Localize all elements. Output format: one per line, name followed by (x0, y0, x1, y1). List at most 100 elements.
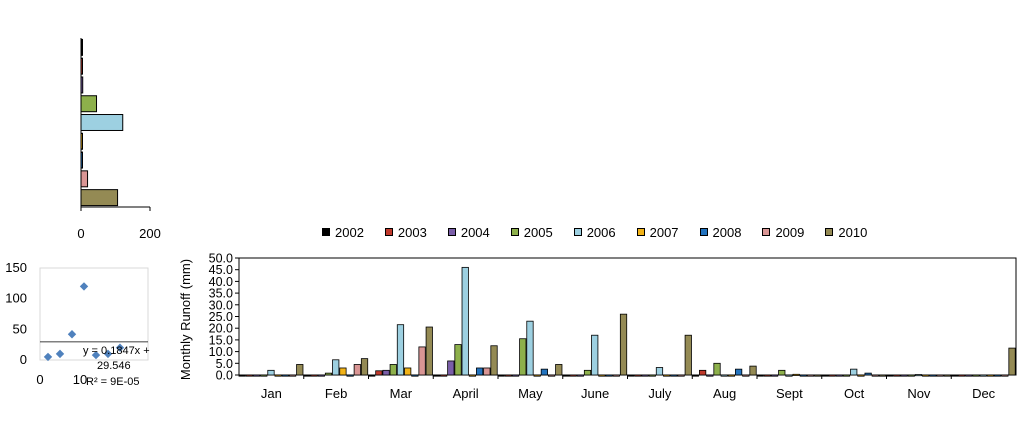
legend-label: 2004 (460, 224, 490, 240)
bar-2009-Dec (1001, 374, 1009, 377)
month-label-May: May (518, 386, 543, 401)
legend-label: 2010 (838, 224, 868, 240)
month-label-Jan: Jan (261, 386, 282, 401)
legend-item-2010: 2010 (825, 225, 867, 240)
bar-2002-Aug (691, 374, 700, 377)
scatter-y-tick-label: 0 (20, 352, 27, 367)
scatter-point (103, 349, 113, 359)
scatter-point (55, 349, 65, 359)
bar-2004-Feb (317, 374, 325, 377)
legend-label: 2009 (775, 224, 805, 240)
bar-2004-April (447, 360, 455, 376)
scatter-x-tick-label: 10 (73, 372, 87, 387)
legend-swatch (322, 228, 330, 236)
bar-2002-Nov (886, 374, 894, 377)
legend-item-2008: 2008 (699, 225, 741, 240)
scatter-y-tick-label: 100 (5, 291, 27, 306)
bar-2007-Oct (857, 374, 865, 377)
bar-2002-Sept (756, 374, 764, 377)
hbar-2009 (80, 170, 89, 188)
bar-2008-May (540, 368, 548, 376)
bar-2008-Sept (799, 374, 807, 377)
bar-2003-Jan (245, 374, 253, 377)
trendline-equation-line1: y = 0.1847x + (83, 345, 150, 357)
bar-2004-Mar (382, 369, 390, 376)
bar-2008-April (476, 367, 484, 376)
hbar-2010 (80, 189, 119, 207)
bar-2005-Aug (713, 362, 721, 376)
bar-2003-July (634, 374, 642, 377)
bar-2004-Sept (770, 374, 779, 377)
bar-2010-April (490, 345, 498, 376)
bar-2005-Jan (260, 374, 268, 377)
month-label-June: June (581, 386, 609, 401)
main-y-tick-label: 15.0 (209, 333, 233, 347)
bar-2010-July (684, 334, 692, 376)
bar-2004-Oct (835, 374, 843, 377)
bar-2010-Aug (749, 365, 757, 376)
bar-2005-Feb (324, 372, 333, 376)
legend-label: 2002 (335, 224, 364, 240)
bar-2008-June (605, 374, 613, 377)
bar-2002-Oct (821, 374, 829, 377)
hbar-2003 (80, 57, 83, 75)
hbar-2002 (80, 38, 83, 56)
bar-2004-July (641, 374, 649, 377)
main-y-tick-label: 50.0 (209, 252, 233, 266)
hbar-2008 (80, 151, 83, 169)
bar-2003-Feb (310, 374, 318, 377)
bar-2003-June (569, 374, 577, 377)
bar-2007-July (663, 374, 671, 377)
chart-legend: 2002 2003 2004 2005 2006 2007 2008 2009 2010 (322, 222, 972, 242)
bar-2006-April (461, 266, 469, 376)
bar-2007-Feb (339, 367, 347, 376)
bar-2006-Jan (267, 369, 275, 376)
hbar-2004 (80, 76, 84, 94)
main-y-axis-label: Monthly Runoff (mm) (178, 259, 193, 380)
scatter-point (115, 343, 125, 352)
legend-label: 2007 (649, 224, 679, 240)
bar-2010-Mar (425, 326, 433, 376)
bar-2008-July (670, 374, 678, 377)
bar-2006-Oct (850, 368, 858, 376)
bar-2002-Mar (368, 374, 376, 377)
main-y-tick-label: 25.0 (209, 310, 233, 324)
scatter-point (43, 352, 53, 362)
bar-2009-Oct (871, 374, 879, 377)
bar-2002-May (497, 374, 505, 377)
bar-2002-July (627, 374, 635, 377)
bar-2003-May (504, 374, 512, 377)
legend-label: 2006 (586, 224, 616, 240)
bar-2004-Dec (965, 374, 973, 377)
trendline-r-squared: R² = 9E-05 (86, 376, 140, 388)
bar-2002-Feb (303, 374, 311, 377)
month-label-April: April (453, 386, 479, 401)
bar-2009-June (612, 374, 620, 377)
legend-swatch (762, 228, 771, 236)
trendline-equation-line2: 29.546 (97, 360, 131, 372)
bar-2010-Oct (878, 374, 887, 377)
legend-swatch (510, 228, 519, 236)
legend-item-2007: 2007 (636, 224, 679, 240)
bar-2002-Jan (238, 374, 246, 377)
main-plot-area (238, 257, 1017, 376)
bar-2009-May (547, 374, 556, 377)
bar-2003-Oct (828, 374, 836, 377)
bar-2009-April (483, 367, 491, 376)
bar-2010-Nov (943, 374, 951, 377)
bar-2006-May (526, 320, 534, 376)
bar-2005-May (519, 338, 527, 376)
bar-2006-Sept (785, 374, 793, 377)
main-y-tick-label: 45.0 (209, 263, 233, 277)
bar-2002-April (432, 374, 441, 377)
main-y-tick-label: 20.0 (209, 322, 233, 336)
legend-label: 2003 (397, 224, 427, 240)
bar-2009-Mar (418, 346, 426, 376)
bar-2009-Aug (742, 374, 750, 377)
bar-2006-June (591, 334, 599, 376)
bar-2009-July (677, 374, 685, 377)
bar-2004-June (576, 374, 584, 377)
bar-2006-Aug (720, 374, 728, 377)
